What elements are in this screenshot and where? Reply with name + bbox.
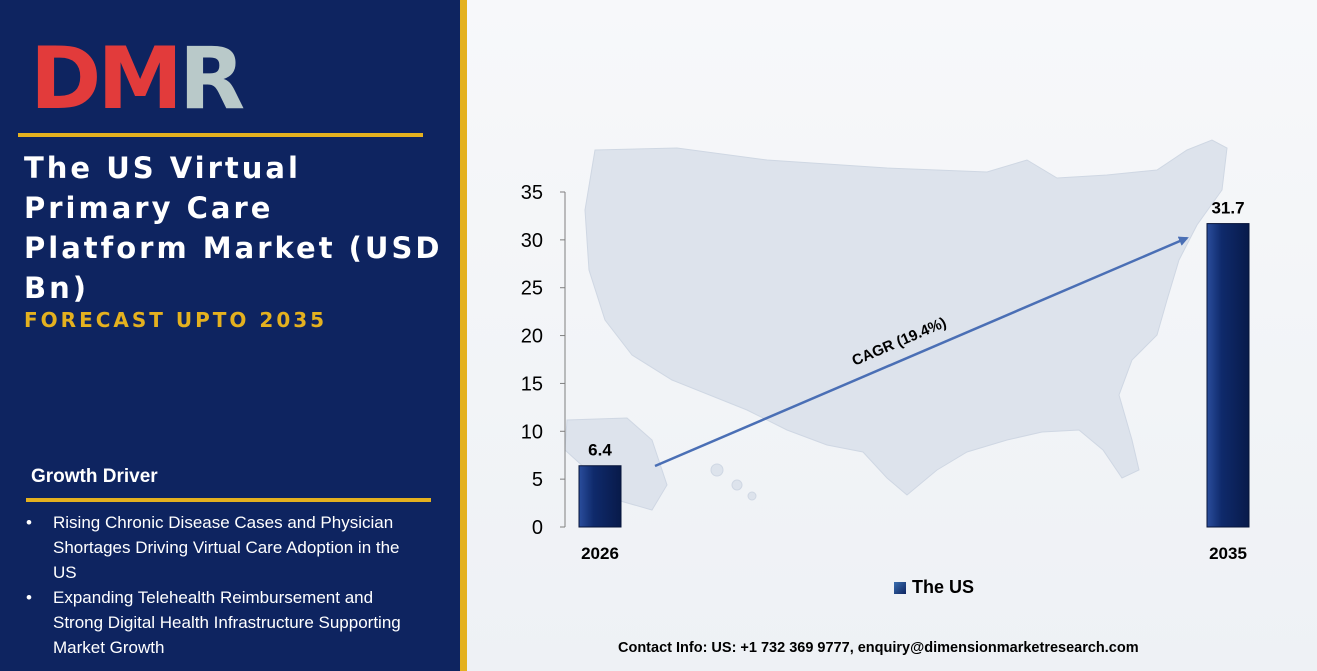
logo-letter-d: D <box>30 29 101 129</box>
data-label: 6.4 <box>588 441 612 460</box>
logo-letter-r: R <box>178 29 245 129</box>
y-tick-label: 25 <box>521 278 543 300</box>
y-tick-label: 30 <box>521 230 543 252</box>
logo-letter-m: M <box>97 29 183 129</box>
growth-driver-list: Rising Chronic Disease Cases and Physici… <box>26 510 426 660</box>
y-tick-label: 10 <box>521 421 543 443</box>
bars: 6.4 2026 31.7 2035 <box>578 199 1250 563</box>
gold-separator <box>460 0 467 671</box>
left-panel: D M R The US Virtual Primary Care Platfo… <box>0 0 460 671</box>
x-tick-label: 2026 <box>581 544 619 563</box>
growth-driver-divider <box>26 498 431 502</box>
y-tick-label: 20 <box>521 326 543 348</box>
y-axis: 0 5 10 15 20 25 30 35 <box>521 182 566 539</box>
legend-label: The US <box>912 577 975 597</box>
us-map-background <box>564 139 1228 511</box>
report-subtitle: FORECAST UPTO 2035 <box>24 308 328 332</box>
data-label: 31.7 <box>1211 199 1244 218</box>
growth-driver-item: Rising Chronic Disease Cases and Physici… <box>26 510 426 585</box>
y-tick-label: 5 <box>532 469 543 491</box>
legend-swatch <box>894 581 906 594</box>
bar-2035 <box>1206 223 1250 528</box>
growth-driver-heading: Growth Driver <box>31 466 158 487</box>
dmr-logo: D M R <box>30 29 245 129</box>
chart-legend: The US <box>894 577 974 598</box>
y-tick-label: 35 <box>521 182 543 204</box>
contact-info: Contact Info: US: +1 732 369 9777, enqui… <box>618 640 1139 656</box>
report-title: The US Virtual Primary Care Platform Mar… <box>24 151 443 305</box>
growth-driver-item: Expanding Telehealth Reimbursement and S… <box>26 585 426 660</box>
title-divider <box>18 133 423 137</box>
bar-2026 <box>578 465 622 528</box>
x-tick-label: 2035 <box>1209 544 1247 563</box>
y-tick-label: 0 <box>532 517 543 539</box>
cagr-arrow <box>654 236 1189 468</box>
y-tick-label: 15 <box>521 373 543 395</box>
